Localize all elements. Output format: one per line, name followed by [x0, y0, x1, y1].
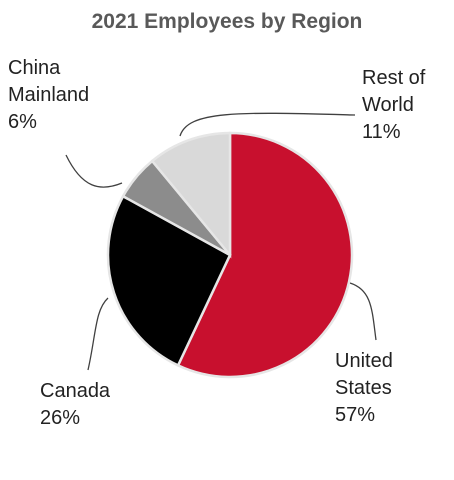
- slice-label: China Mainland: [8, 57, 90, 106]
- chart-title: 2021 Employees by Region: [92, 10, 363, 33]
- leader-line: [65, 154, 123, 188]
- slice-value-label: 11%: [362, 121, 401, 143]
- slice-value-label: 6%: [8, 111, 37, 133]
- leader-line: [179, 112, 356, 137]
- pie-slice: [150, 131, 232, 259]
- pie-slice: [176, 131, 354, 379]
- slice-label: Canada: [40, 380, 111, 402]
- slice-label: Rest of World: [362, 67, 426, 116]
- slice-value-label: 57%: [335, 404, 376, 426]
- leader-line: [87, 297, 109, 371]
- slice-value-label: 26%: [40, 407, 81, 429]
- leader-line: [349, 282, 377, 341]
- slice-label: United States: [335, 350, 393, 399]
